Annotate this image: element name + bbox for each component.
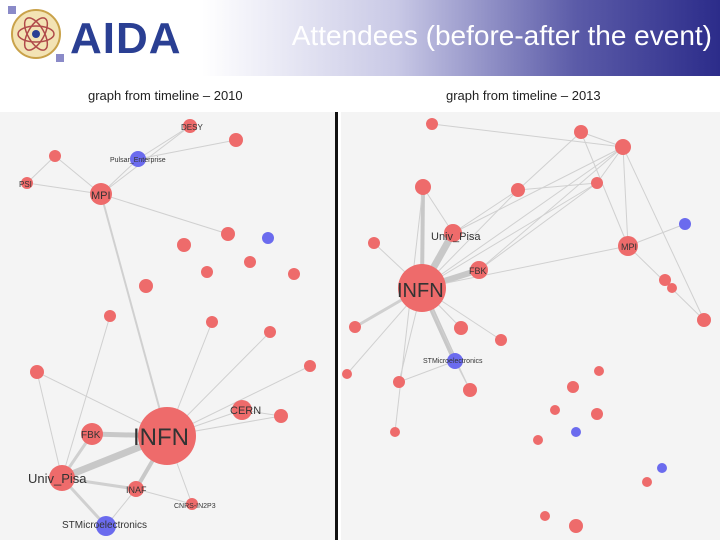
panel-divider bbox=[335, 112, 338, 540]
aida-emblem-icon bbox=[6, 4, 66, 64]
graph-node bbox=[398, 264, 446, 312]
node-label-fbk-2013: FBK bbox=[469, 266, 487, 276]
graph-node bbox=[49, 150, 61, 162]
node-label-mpi: MPI bbox=[91, 190, 111, 202]
graph-node bbox=[30, 365, 44, 379]
graph-node bbox=[454, 321, 468, 335]
graph-node bbox=[657, 463, 667, 473]
graph-node bbox=[447, 353, 463, 369]
graph-node bbox=[177, 238, 191, 252]
aida-logo: AIDA bbox=[70, 14, 182, 63]
graph-node bbox=[591, 408, 603, 420]
right-graph-caption: graph from timeline – 2013 bbox=[446, 88, 601, 103]
graph-node bbox=[232, 400, 252, 420]
graph-node bbox=[244, 256, 256, 268]
graph-node bbox=[415, 179, 431, 195]
graph-node bbox=[567, 381, 579, 393]
graph-node bbox=[618, 236, 638, 256]
graph-node bbox=[615, 139, 631, 155]
node-label-inaf: INAF bbox=[126, 485, 147, 495]
node-label-cern: CERN bbox=[230, 405, 261, 417]
graph-node bbox=[697, 313, 711, 327]
graph-node bbox=[390, 427, 400, 437]
graph-node bbox=[186, 498, 198, 510]
graph-node bbox=[130, 151, 146, 167]
graph-node bbox=[262, 232, 274, 244]
graph-node bbox=[533, 435, 543, 445]
node-label-pulsar: Pulsar_Enterprise bbox=[110, 157, 166, 164]
graph-node bbox=[96, 516, 116, 536]
graph-node bbox=[201, 266, 213, 278]
graph-node bbox=[495, 334, 507, 346]
graph-node bbox=[221, 227, 235, 241]
graph-node bbox=[470, 261, 488, 279]
node-label-stmicro-2013: STMicroelectronics bbox=[423, 358, 483, 365]
node-label-univ-pisa: Univ_Pisa bbox=[28, 471, 87, 486]
graph-node bbox=[571, 427, 581, 437]
graph-node bbox=[288, 268, 300, 280]
graph-node bbox=[550, 405, 560, 415]
graph-node bbox=[304, 360, 316, 372]
right-network-graph: Univ_Pisa FBK MPI INFN STMicroelectronic… bbox=[341, 112, 720, 540]
node-label-desy: DESY bbox=[181, 123, 203, 132]
graph-node bbox=[426, 118, 438, 130]
node-label-fbk: FBK bbox=[81, 430, 101, 441]
graph-node bbox=[49, 465, 75, 491]
node-label-psi: PSI bbox=[19, 180, 32, 189]
graph-node bbox=[540, 511, 550, 521]
graph-node bbox=[511, 183, 525, 197]
left-graph-nodes bbox=[21, 119, 316, 536]
graph-node bbox=[264, 326, 276, 338]
node-label-cnrs: CNRS-IN2P3 bbox=[174, 503, 216, 510]
graph-node bbox=[229, 133, 243, 147]
graph-node bbox=[81, 423, 103, 445]
graph-node bbox=[139, 279, 153, 293]
graph-node bbox=[104, 310, 116, 322]
graph-node bbox=[90, 183, 112, 205]
graph-node bbox=[138, 407, 196, 465]
graph-node bbox=[368, 237, 380, 249]
graph-node bbox=[444, 224, 462, 242]
graph-node bbox=[128, 481, 144, 497]
graph-node bbox=[569, 519, 583, 533]
left-graph-edges bbox=[26, 125, 311, 528]
graph-node bbox=[274, 409, 288, 423]
slide-title: Attendees (before-after the event) bbox=[291, 20, 712, 51]
graph-node bbox=[393, 376, 405, 388]
graph-node bbox=[679, 218, 691, 230]
graph-node bbox=[574, 125, 588, 139]
graph-node bbox=[183, 119, 197, 133]
node-label-infn-2013: INFN bbox=[397, 280, 444, 302]
node-label-stmicro: STMicroelectronics bbox=[62, 520, 147, 531]
slide-header: AIDA Attendees (before-after the event) bbox=[0, 0, 720, 76]
node-label-mpi-2013: MPI bbox=[621, 242, 637, 252]
graph-node bbox=[342, 369, 352, 379]
left-graph-caption: graph from timeline – 2010 bbox=[88, 88, 243, 103]
graph-node bbox=[463, 383, 477, 397]
node-label-infn: INFN bbox=[133, 424, 189, 451]
graph-node bbox=[21, 177, 33, 189]
graph-node bbox=[206, 316, 218, 328]
left-network-graph: DESY Pulsar_Enterprise PSI MPI CERN FBK … bbox=[0, 112, 336, 540]
node-label-univ-pisa-2013: Univ_Pisa bbox=[431, 231, 481, 243]
graph-node bbox=[642, 477, 652, 487]
graph-node bbox=[659, 274, 671, 286]
graph-node bbox=[349, 321, 361, 333]
graph-node bbox=[667, 283, 677, 293]
graph-node bbox=[591, 177, 603, 189]
graph-node bbox=[594, 366, 604, 376]
